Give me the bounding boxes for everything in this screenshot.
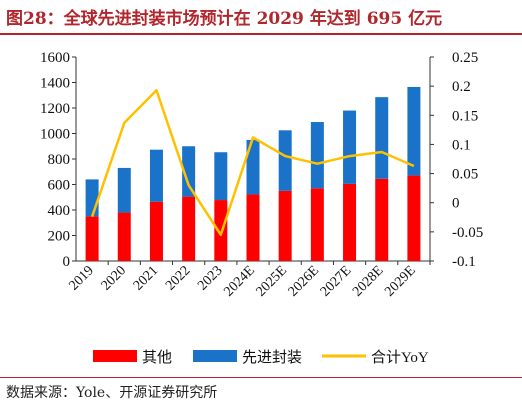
right-tick-label: 0.2 [452, 79, 471, 95]
bar-other [310, 188, 324, 261]
legend-swatch-advanced [193, 350, 237, 362]
x-tick-label: 2024E [221, 263, 257, 299]
bar-advanced-packaging [149, 149, 163, 202]
x-tick-label: 2029E [382, 263, 418, 299]
bar-advanced-packaging [214, 152, 228, 201]
data-source-note: 数据来源：Yole、开源证券研究所 [6, 385, 218, 401]
left-tick-label: 600 [48, 178, 71, 194]
right-tick-label: 0 [452, 196, 460, 212]
bar-other [182, 196, 196, 261]
x-tick-label: 2025E [254, 263, 290, 299]
left-tick-label: 1400 [40, 76, 70, 92]
source-divider [0, 377, 522, 378]
bar-other [343, 183, 357, 261]
bar-advanced-packaging [278, 130, 292, 191]
left-tick-label: 0 [63, 254, 71, 270]
x-tick-label: 2027E [318, 263, 354, 299]
bar-advanced-packaging [182, 146, 196, 197]
left-tick-label: 400 [48, 203, 71, 219]
stacked-bar-line-chart: 0 200 400 600 800 1000 1200 1400 1600 -0.1 -0.05 0 0… [40, 50, 483, 366]
right-tick-label: -0.05 [452, 225, 483, 241]
right-tick-label: 0.25 [452, 50, 478, 66]
x-tick-label: 2028E [350, 263, 386, 299]
bar-other [214, 200, 228, 261]
bar-other [375, 178, 389, 261]
bar-advanced-packaging [310, 122, 324, 189]
right-tick-label: 0.05 [452, 167, 478, 183]
bar-advanced-packaging [343, 110, 357, 184]
x-tick-label: 2022 [163, 263, 193, 293]
legend-label-yoy: 合计YoY [371, 349, 429, 366]
left-tick-label: 1000 [40, 127, 70, 143]
x-tick-label: 2021 [131, 263, 161, 293]
bar-advanced-packaging [246, 139, 260, 195]
bar-other [85, 216, 99, 261]
x-tick-label: 2020 [99, 263, 129, 293]
bar-other [246, 194, 260, 261]
figure-title: 图28：全球先进封装市场预计在 2029 年达到 695 亿元 [6, 9, 443, 29]
right-tick-label: 0.15 [452, 108, 478, 124]
bar-other [117, 212, 131, 261]
x-tick-label: 2026E [286, 263, 322, 299]
bar-other [407, 175, 421, 261]
left-tick-label: 1600 [40, 50, 70, 66]
legend-swatch-other [93, 350, 137, 362]
left-tick-label: 800 [48, 152, 71, 168]
bar-advanced-packaging [407, 86, 421, 176]
bar-other [278, 190, 292, 261]
right-tick-label: 0.1 [452, 137, 471, 153]
left-tick-label: 200 [48, 229, 71, 245]
legend-label-other: 其他 [142, 349, 172, 366]
bar-other [149, 201, 163, 261]
left-tick-label: 1200 [40, 101, 70, 117]
right-tick-label: -0.1 [452, 254, 476, 270]
x-tick-label: 2019 [67, 263, 97, 293]
bar-advanced-packaging [375, 97, 389, 179]
legend-label-advanced: 先进封装 [242, 349, 302, 366]
title-divider [0, 33, 522, 35]
bar-advanced-packaging [117, 167, 131, 213]
bar-advanced-packaging [85, 179, 99, 217]
